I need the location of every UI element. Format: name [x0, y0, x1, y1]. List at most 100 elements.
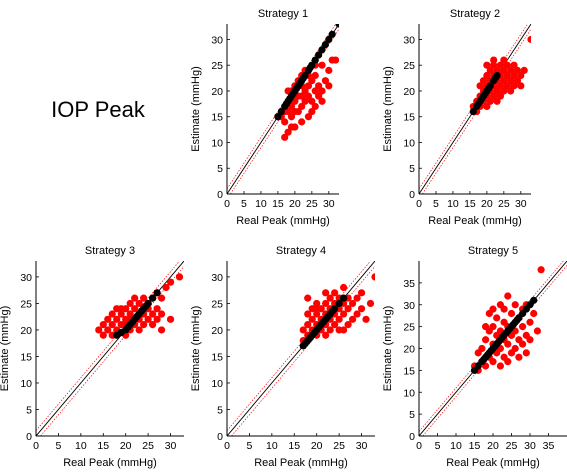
y-tick-label: 20: [211, 86, 223, 98]
estimate-point: [135, 299, 143, 308]
x-axis-label: Real Peak (mmHg): [446, 457, 540, 469]
estimate-point: [126, 299, 134, 308]
estimate-point: [313, 305, 321, 313]
estimate-point: [483, 71, 491, 80]
y-tick-label: 5: [217, 404, 223, 416]
estimate-point: [357, 305, 366, 313]
estimate-point: [504, 358, 512, 366]
estimate-point: [503, 82, 511, 90]
estimate-point: [157, 294, 166, 302]
estimate-point: [510, 82, 518, 90]
estimate-point: [104, 315, 112, 323]
estimate-point: [483, 102, 491, 111]
figure-title: IOP Peak: [51, 97, 146, 122]
real-point: [274, 113, 282, 121]
estimate-point: [122, 305, 130, 313]
estimate-point: [500, 56, 508, 64]
estimate-point: [325, 66, 333, 74]
estimate-point: [503, 61, 511, 69]
estimate-point: [326, 326, 334, 334]
estimate-point: [325, 82, 333, 90]
y-tick-label: 5: [217, 163, 223, 175]
x-tick-label: 5: [241, 198, 247, 210]
estimate-point: [507, 309, 516, 318]
estimate-point: [157, 310, 166, 318]
estimate-point: [304, 310, 312, 318]
estimate-point: [483, 61, 491, 69]
panel-title: Strategy 5: [468, 245, 518, 257]
estimate-point: [490, 56, 498, 64]
y-tick-label: 10: [211, 378, 223, 390]
real-point: [301, 71, 309, 80]
estimate-point: [95, 326, 103, 334]
estimate-point: [493, 66, 501, 74]
estimate-point: [348, 315, 357, 323]
upper-band-line: [36, 261, 180, 431]
x-tick-label: 10: [266, 440, 278, 452]
y-axis-label: Estimate (mmHg): [190, 66, 202, 152]
y-tick-label: 30: [211, 34, 223, 46]
real-point: [335, 299, 343, 308]
estimate-point: [299, 326, 307, 334]
x-axis-label: Real Peak (mmHg): [236, 215, 330, 227]
x-axis-label: Real Peak (mmHg): [254, 457, 348, 469]
estimate-point: [493, 87, 501, 95]
estimate-point: [166, 315, 175, 323]
y-tick-label: 20: [20, 325, 32, 337]
estimate-point: [308, 77, 316, 85]
estimate-point: [157, 326, 166, 334]
y-tick-label: 5: [26, 404, 32, 416]
estimate-point: [304, 92, 313, 100]
estimate-point: [311, 87, 319, 95]
x-tick-label: 0: [416, 440, 422, 452]
estimate-point: [522, 349, 530, 357]
y-tick-label: 20: [211, 325, 223, 337]
estimate-point: [315, 92, 323, 100]
upper-band-line: [227, 261, 371, 431]
estimate-point: [321, 77, 330, 85]
estimate-point: [496, 362, 504, 370]
estimate-point: [496, 61, 505, 69]
estimate-point: [486, 97, 494, 105]
estimate-point: [526, 318, 534, 326]
estimate-point: [335, 315, 343, 323]
estimate-point: [489, 305, 497, 313]
panels: Strategy 1 Real Peak (mmHg) Estimate (mmHg…: [0, 8, 567, 469]
estimate-point: [294, 107, 302, 116]
estimate-point: [318, 61, 326, 69]
y-tick-label: 10: [403, 137, 415, 149]
real-point: [469, 107, 477, 116]
y-axis-label: Estimate (mmHg): [382, 66, 394, 152]
estimate-point: [510, 71, 518, 80]
panel-strategy-1: Strategy 1 Real Peak (mmHg) Estimate (mmHg…: [190, 8, 339, 227]
estimate-point: [482, 336, 490, 344]
estimate-point: [149, 321, 157, 329]
estimate-point: [504, 292, 512, 300]
estimate-point: [99, 331, 107, 339]
estimate-point: [113, 305, 121, 313]
real-point: [308, 61, 316, 69]
estimate-point: [308, 107, 316, 116]
estimate-point: [353, 294, 361, 302]
y-tick-label: 0: [217, 189, 223, 201]
plot-area: [419, 24, 531, 194]
estimate-point: [530, 309, 538, 318]
estimate-point: [500, 66, 508, 74]
estimate-point: [318, 97, 326, 105]
estimate-point: [322, 331, 330, 339]
estimate-point: [153, 305, 161, 313]
estimate-point: [511, 301, 519, 309]
x-tick-label: 30: [524, 440, 536, 452]
real-point: [149, 294, 157, 302]
real-point: [277, 107, 285, 116]
x-tick-label: 30: [515, 198, 527, 210]
x-tick-label: 0: [224, 198, 230, 210]
y-tick-label: 15: [20, 351, 32, 363]
x-tick-label: 25: [333, 440, 345, 452]
estimate-point: [113, 315, 121, 323]
y-tick-label: 15: [211, 351, 223, 363]
y-tick-label: 15: [211, 112, 223, 124]
y-tick-label: 30: [403, 34, 415, 46]
x-tick-label: 5: [247, 440, 253, 452]
